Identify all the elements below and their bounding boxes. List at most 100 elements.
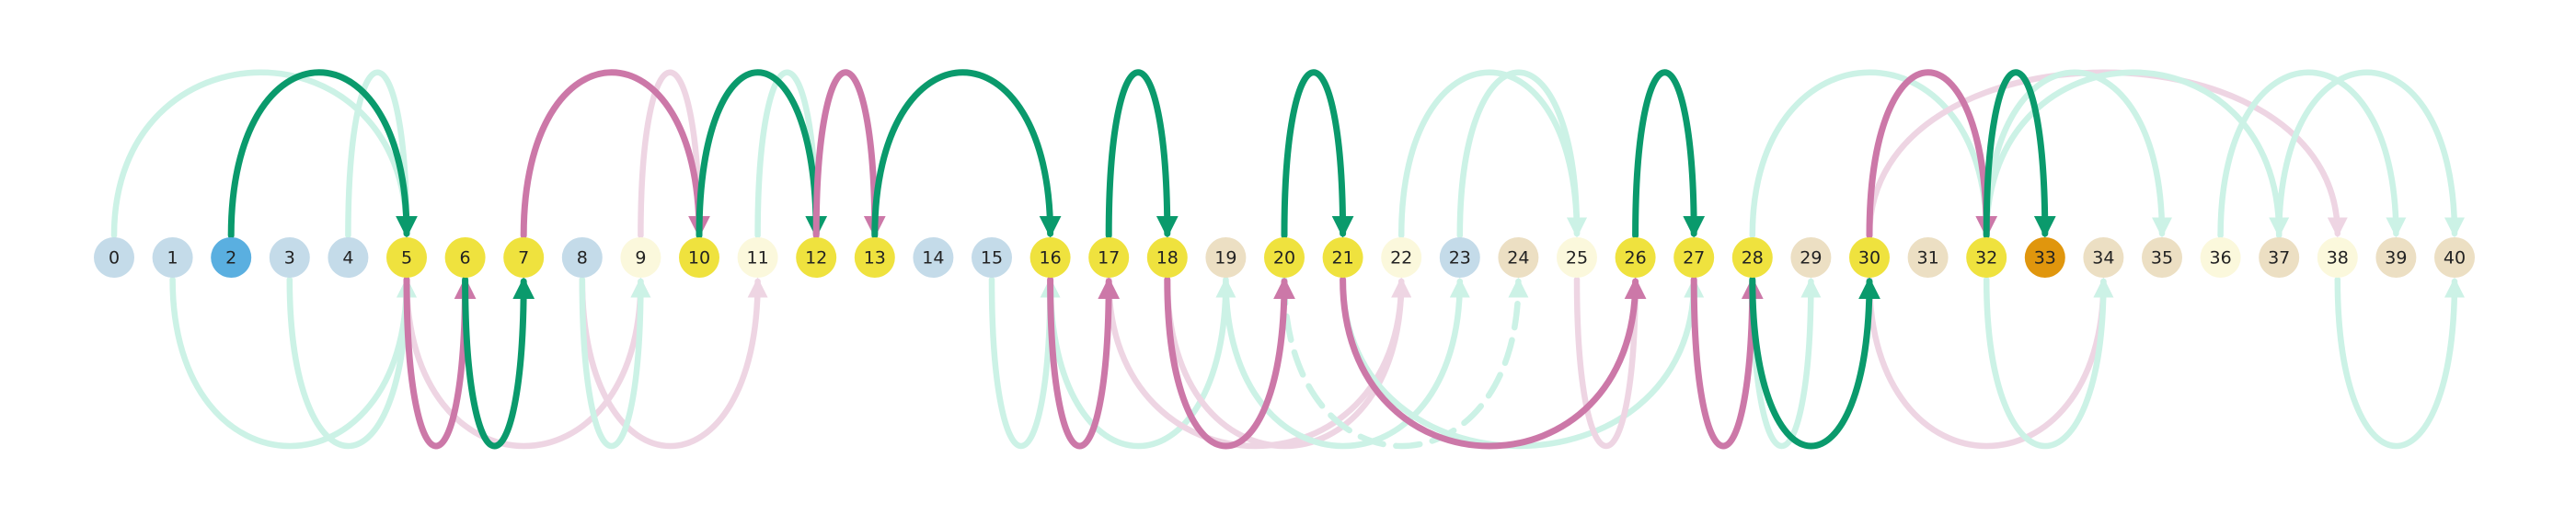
edge-1-to-5 [169, 276, 418, 450]
node-circle [269, 237, 310, 278]
node-label: 37 [2268, 248, 2290, 269]
node-circle [1381, 237, 1422, 278]
node-circle [1088, 237, 1130, 278]
edge-10-to-12 [696, 69, 828, 239]
node-12: 12 [796, 237, 837, 278]
node-label: 35 [2151, 248, 2173, 269]
node-10: 10 [679, 237, 719, 278]
node-label: 3 [284, 248, 295, 269]
node-label: 4 [342, 248, 353, 269]
node-33: 33 [2024, 237, 2065, 278]
node-38: 38 [2317, 237, 2358, 278]
edge-19-to-23 [1223, 276, 1470, 450]
node-circle [211, 237, 252, 278]
edge-37-to-40 [2275, 69, 2466, 239]
edge-8-to-11 [579, 276, 768, 450]
node-circle [2142, 237, 2182, 278]
edge-13-to-16 [871, 69, 1062, 239]
edge-3-to-5 [286, 276, 418, 449]
edge-30-to-34 [1866, 276, 2114, 450]
node-label: 29 [1800, 248, 1822, 269]
node-39: 39 [2375, 237, 2417, 278]
node-label: 26 [1625, 248, 1647, 269]
node-35: 35 [2142, 237, 2182, 278]
node-label: 5 [401, 248, 412, 269]
node-circle [1322, 237, 1363, 278]
edge-5-to-6 [403, 276, 477, 450]
edge-36-to-39 [2217, 69, 2407, 239]
edge-23-to-25 [1456, 69, 1588, 239]
node-label: 30 [1858, 248, 1880, 269]
node-5: 5 [386, 237, 427, 278]
node-label: 39 [2385, 248, 2407, 269]
edge-18-to-22 [1164, 276, 1412, 450]
node-circle [2024, 237, 2065, 278]
node-label: 20 [1273, 248, 1295, 269]
edge-32-to-35 [1983, 69, 2173, 239]
node-label: 15 [981, 248, 1003, 269]
node-24: 24 [1498, 237, 1539, 278]
node-31: 31 [1907, 237, 1949, 278]
node-circle [1557, 237, 1597, 278]
edge-15-to-16 [988, 276, 1061, 450]
node-25: 25 [1557, 237, 1597, 278]
edge-38-to-40 [2334, 276, 2466, 449]
edge-32-to-34 [1983, 276, 2114, 449]
node-label: 10 [688, 248, 710, 269]
bold-edge-layer [227, 69, 2056, 450]
node-19: 19 [1205, 237, 1247, 278]
node-circle [679, 237, 719, 278]
node-label: 8 [577, 248, 588, 269]
node-label: 12 [805, 248, 827, 269]
node-circle [444, 237, 486, 278]
node-13: 13 [854, 237, 895, 278]
node-label: 14 [922, 248, 944, 269]
edge-16-to-19 [1047, 276, 1236, 450]
node-circle [386, 237, 427, 278]
node-15: 15 [972, 237, 1012, 278]
node-circle [1966, 237, 2007, 278]
edge-17-to-18 [1105, 69, 1179, 239]
node-34: 34 [2083, 237, 2124, 278]
edge-20-to-21 [1281, 69, 1354, 239]
node-14: 14 [913, 237, 954, 278]
node-37: 37 [2259, 237, 2300, 278]
node-23: 23 [1439, 237, 1480, 278]
node-30: 30 [1849, 237, 1890, 278]
node-28: 28 [1731, 237, 1773, 278]
node-1: 1 [152, 237, 193, 278]
edge-18-to-20 [1164, 276, 1295, 450]
node-label: 36 [2210, 248, 2232, 269]
node-label: 40 [2444, 248, 2466, 269]
node-label: 6 [460, 248, 471, 269]
node-layer: 0 1 2 3 4 5 6 7 8 9 10 11 12 13 14 15 16 17 18 19 20 21 22 23 24… [94, 237, 2475, 278]
node-label: 33 [2034, 248, 2056, 269]
node-circle [152, 237, 193, 278]
node-circle [1615, 237, 1656, 278]
node-circle [328, 237, 369, 278]
node-label: 25 [1566, 248, 1588, 269]
edge-26-to-27 [1632, 69, 1706, 239]
edge-30-to-38 [1866, 69, 2348, 239]
node-label: 11 [747, 248, 769, 269]
node-label: 21 [1332, 248, 1354, 269]
node-circle [503, 237, 545, 278]
node-11: 11 [737, 237, 778, 278]
edge-6-to-7 [462, 276, 535, 450]
node-circle [1439, 237, 1480, 278]
edge-17-to-22 [1105, 276, 1412, 450]
node-label: 0 [109, 248, 120, 269]
node-label: 27 [1683, 248, 1705, 269]
node-circle [2083, 237, 2124, 278]
node-20: 20 [1264, 237, 1305, 278]
node-circle [913, 237, 954, 278]
node-circle [1205, 237, 1247, 278]
edge-2-to-5 [227, 69, 418, 239]
node-circle [1029, 237, 1071, 278]
node-circle [2434, 237, 2475, 278]
node-circle [1790, 237, 1832, 278]
node-label: 16 [1040, 248, 1062, 269]
node-circle [1907, 237, 1949, 278]
node-label: 22 [1390, 248, 1412, 269]
